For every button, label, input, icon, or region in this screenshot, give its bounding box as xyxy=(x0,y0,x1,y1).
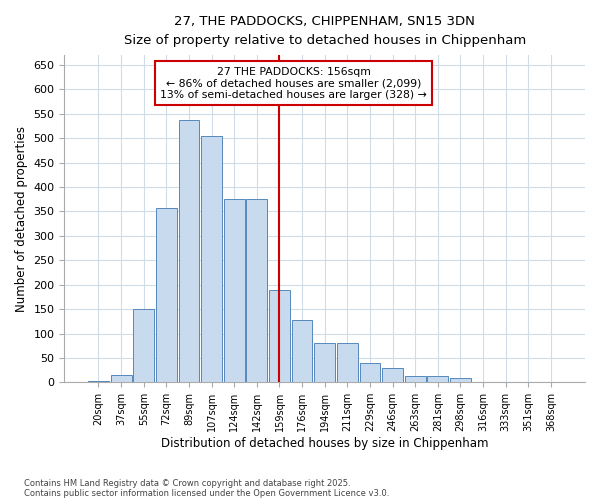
Bar xyxy=(110,375,131,382)
Y-axis label: Number of detached properties: Number of detached properties xyxy=(15,126,28,312)
Bar xyxy=(269,290,290,382)
Bar xyxy=(156,208,177,382)
X-axis label: Distribution of detached houses by size in Chippenham: Distribution of detached houses by size … xyxy=(161,437,488,450)
Bar xyxy=(427,376,448,382)
Bar xyxy=(359,363,380,382)
Bar xyxy=(247,199,267,382)
Bar xyxy=(337,344,358,382)
Bar xyxy=(133,309,154,382)
Bar xyxy=(224,199,245,382)
Bar xyxy=(88,381,109,382)
Text: Contains public sector information licensed under the Open Government Licence v3: Contains public sector information licen… xyxy=(24,488,389,498)
Title: 27, THE PADDOCKS, CHIPPENHAM, SN15 3DN
Size of property relative to detached hou: 27, THE PADDOCKS, CHIPPENHAM, SN15 3DN S… xyxy=(124,15,526,47)
Text: Contains HM Land Registry data © Crown copyright and database right 2025.: Contains HM Land Registry data © Crown c… xyxy=(24,478,350,488)
Bar xyxy=(314,344,335,382)
Bar xyxy=(201,136,222,382)
Bar xyxy=(405,376,425,382)
Bar xyxy=(292,320,313,382)
Text: 27 THE PADDOCKS: 156sqm
← 86% of detached houses are smaller (2,099)
13% of semi: 27 THE PADDOCKS: 156sqm ← 86% of detache… xyxy=(160,66,427,100)
Bar xyxy=(450,378,471,382)
Bar xyxy=(179,120,199,382)
Bar xyxy=(382,368,403,382)
